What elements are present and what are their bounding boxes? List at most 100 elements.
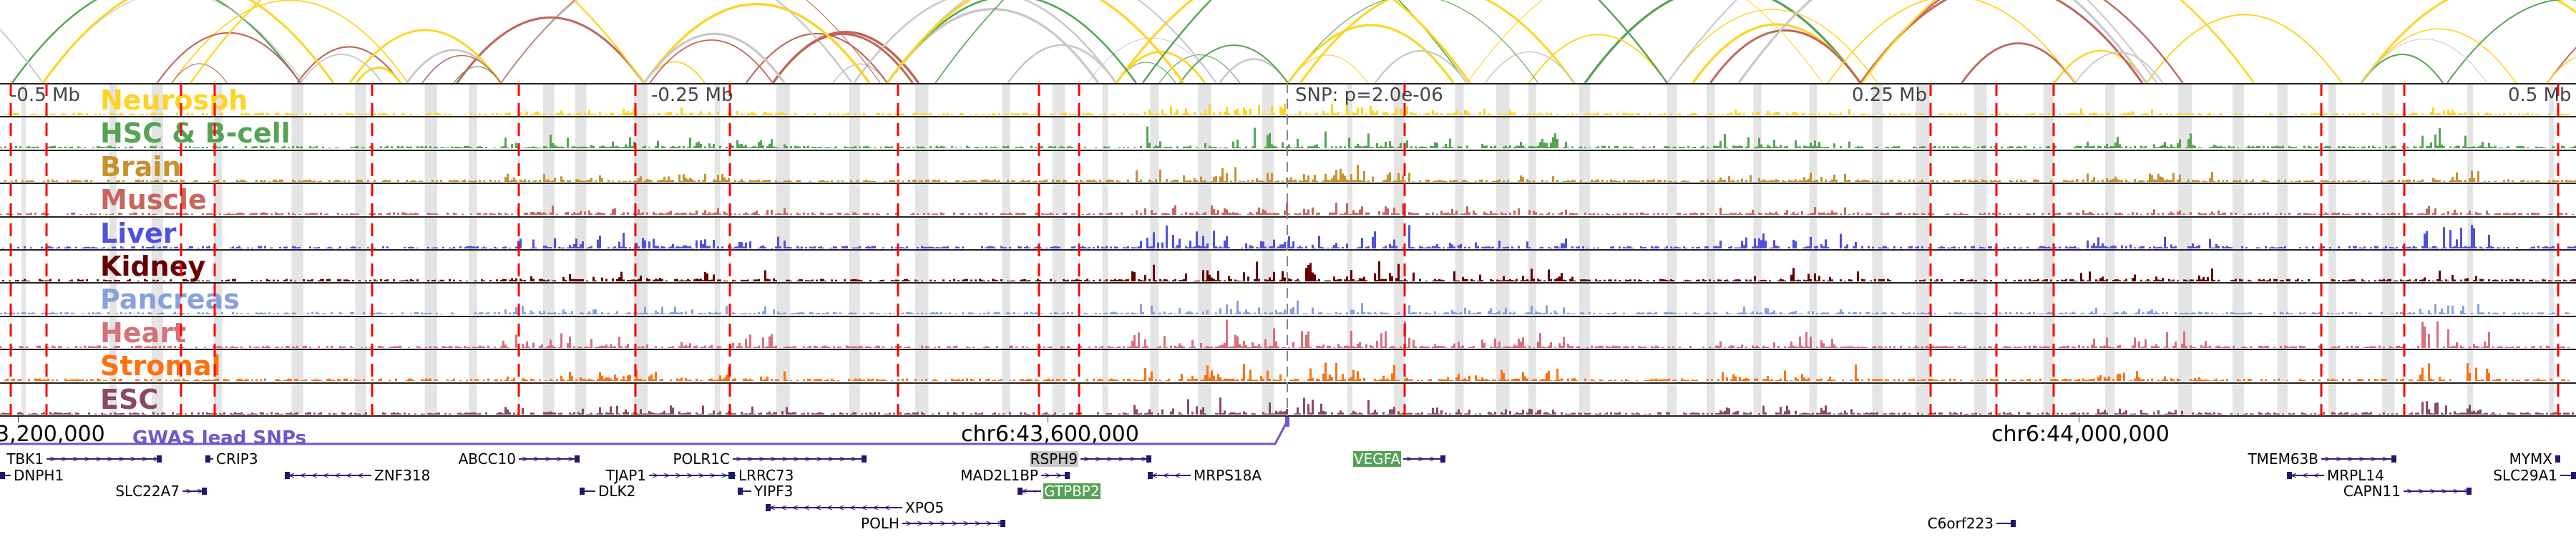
highlight-band (1667, 184, 1677, 216)
gene-model[interactable] (2560, 474, 2576, 476)
highlight-band (1916, 350, 1930, 382)
gene-label[interactable]: TMEM63B (2248, 450, 2318, 468)
gene-label[interactable]: CAPN11 (2343, 483, 2401, 500)
gene-label[interactable]: YIPF3 (754, 483, 794, 500)
interaction-arc (500, 0, 881, 83)
highlight-band (1496, 284, 1510, 316)
highlight-band (1496, 217, 1510, 249)
gene-model[interactable] (1041, 474, 1070, 476)
gene-label[interactable]: CRIP3 (216, 450, 258, 468)
gene-model[interactable] (1403, 458, 1445, 460)
gene-label[interactable]: POLH (861, 515, 899, 532)
gene-label[interactable]: VEGFA (1352, 450, 1401, 468)
highlight-band (2328, 217, 2336, 249)
gene-model[interactable] (649, 474, 733, 476)
strand-arrows-icon: >>>>>>> (522, 455, 574, 463)
gene-model[interactable] (2287, 474, 2324, 476)
highlight-band (424, 117, 437, 150)
gene-label[interactable]: MYMX (2509, 450, 2552, 468)
track-stromal: Stromal (0, 349, 2576, 382)
gene-model[interactable] (285, 474, 371, 476)
highlight-band (2178, 383, 2192, 415)
highlight-band (21, 117, 26, 150)
gene-label[interactable]: MRPS18A (1194, 466, 1262, 484)
highlight-band (1706, 117, 1715, 150)
highlight-band (2105, 150, 2115, 183)
gene-model[interactable] (182, 490, 207, 492)
highlight-band (214, 383, 223, 415)
gene-label[interactable]: LRRC73 (738, 466, 794, 484)
gene-model[interactable] (733, 458, 867, 460)
highlight-band (1528, 251, 1536, 282)
strand-arrows-icon: >>>>>>>> (2324, 455, 2391, 463)
highlight-band (714, 117, 721, 150)
exon-block (2571, 471, 2576, 479)
gene-label[interactable]: DNPH1 (14, 466, 64, 484)
gene-label[interactable]: SLC22A7 (115, 483, 180, 500)
gene-label[interactable]: ABCC10 (458, 450, 516, 468)
highlight-band (1052, 117, 1065, 150)
gene-label[interactable]: RSPH9 (1029, 450, 1078, 468)
exon-block (738, 488, 743, 495)
snp-pvalue-label: SNP: p=2.0e-06 (1295, 84, 1443, 106)
highlight-band (2232, 217, 2244, 249)
highlight-band (914, 316, 929, 349)
highlight-band (2232, 184, 2244, 216)
gene-label[interactable]: POLR1C (673, 450, 730, 468)
track-kidney: Kidney (0, 249, 2576, 282)
gene-model[interactable] (1996, 523, 2016, 524)
gene-label[interactable]: GTPBP2 (1043, 483, 1101, 500)
signal-plot (0, 217, 2576, 249)
gene-model[interactable] (902, 523, 1005, 524)
gene-label[interactable]: C6orf223 (1927, 515, 1994, 532)
gene-label[interactable]: DLK2 (598, 483, 636, 500)
highlight-band (1753, 251, 1762, 282)
highlight-band (2277, 184, 2288, 216)
gene-label[interactable]: TJAP1 (605, 466, 646, 484)
highlight-band (2328, 316, 2336, 349)
highlight-band (214, 251, 223, 282)
gene-model[interactable] (1018, 490, 1041, 492)
interaction-arc (745, 32, 888, 83)
gene-label[interactable]: SLC29A1 (2493, 466, 2557, 484)
interaction-arc (1584, 0, 1862, 83)
highlight-band (1102, 184, 1108, 216)
gene-model[interactable] (2321, 458, 2396, 460)
highlight-band (1579, 217, 1591, 249)
gene-label[interactable]: TBK1 (6, 450, 44, 468)
highlight-band (914, 84, 929, 116)
gene-model[interactable] (580, 490, 595, 492)
gene-label[interactable]: MRPL14 (2327, 466, 2384, 484)
gene-label[interactable]: ZNF318 (374, 466, 431, 484)
highlight-band (1052, 316, 1065, 349)
gene-model[interactable] (1148, 474, 1191, 476)
highlight-band (1667, 284, 1677, 316)
highlight-band (543, 217, 555, 249)
gene-model[interactable] (0, 474, 11, 476)
highlight-band (424, 350, 437, 382)
gene-model[interactable] (1080, 458, 1151, 460)
highlight-band (1197, 117, 1212, 150)
gene-model[interactable] (2404, 490, 2472, 492)
signal-plot (0, 84, 2576, 116)
gwas-snp-marker[interactable] (1285, 417, 1289, 427)
gene-label[interactable]: MAD2L1BP (960, 466, 1038, 484)
highlight-band (1347, 84, 1352, 116)
gene-model[interactable] (519, 458, 580, 460)
highlight-band (2382, 316, 2395, 349)
highlight-band (2105, 251, 2115, 282)
gene-model[interactable] (47, 458, 162, 460)
highlight-band (1916, 383, 1930, 415)
gene-label[interactable]: XPO5 (905, 498, 945, 516)
highlight-band (1496, 251, 1510, 282)
gene-model[interactable] (766, 506, 902, 508)
highlight-band (2105, 284, 2115, 316)
interaction-arc (1158, 54, 1241, 83)
coordinate-label: 3,200,000 (0, 422, 105, 447)
highlight-band (214, 150, 223, 183)
highlight-band (543, 316, 555, 349)
interaction-arc (42, 0, 335, 83)
track-label: ESC (100, 383, 159, 415)
gene-model[interactable] (738, 490, 751, 492)
highlight-band (1150, 117, 1159, 150)
